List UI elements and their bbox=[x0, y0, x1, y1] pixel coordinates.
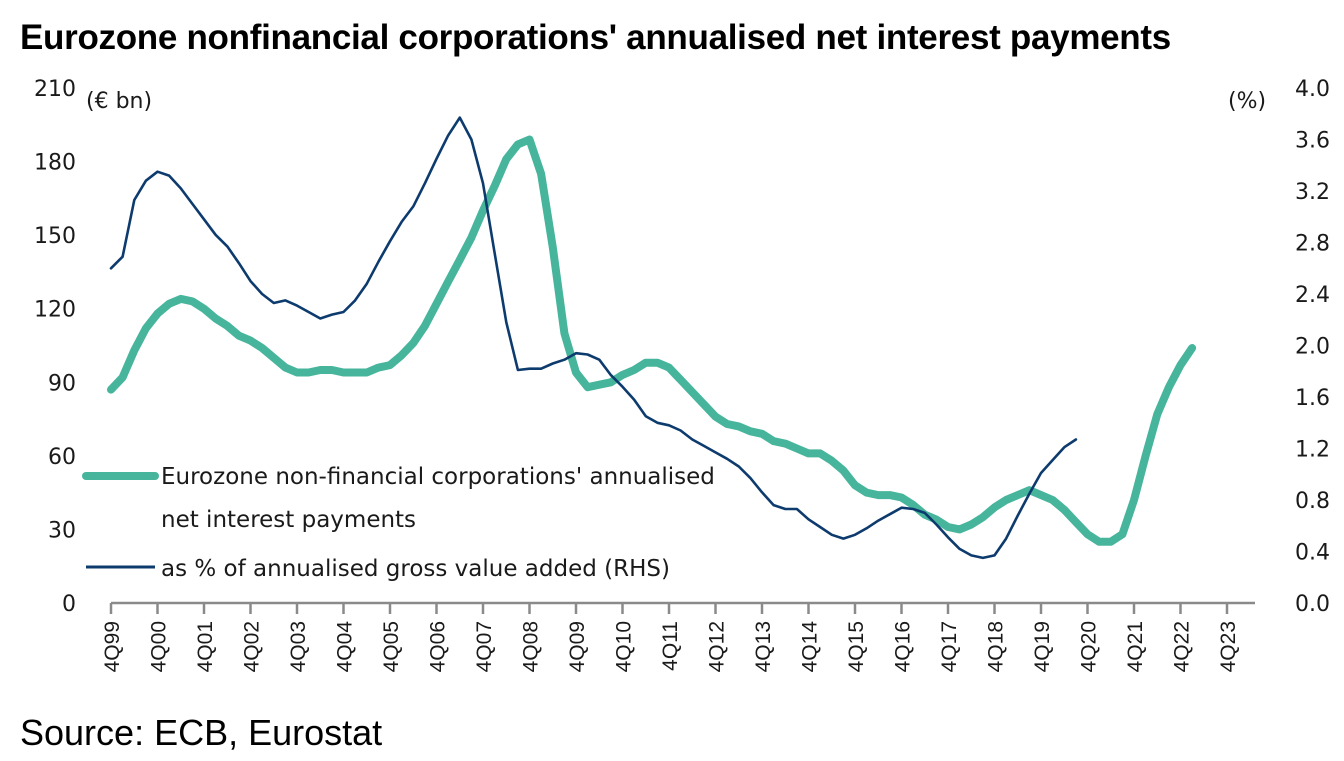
x-tick-label: 4Q11 bbox=[659, 621, 682, 671]
x-tick-label: 4Q06 bbox=[427, 621, 450, 672]
right-tick-label: 3.6 bbox=[1295, 129, 1330, 154]
right-tick-label: 2.0 bbox=[1295, 335, 1330, 360]
right-tick-label: 0.8 bbox=[1295, 489, 1330, 514]
legend-label-net-interest-line2: net interest payments bbox=[161, 507, 416, 533]
right-axis-unit-label: (%) bbox=[1228, 89, 1266, 114]
right-tick-label: 0.0 bbox=[1295, 592, 1330, 617]
x-tick-label: 4Q04 bbox=[334, 621, 357, 673]
series-layer bbox=[107, 116, 1197, 560]
x-tick-label: 4Q05 bbox=[380, 621, 403, 672]
x-tick-label: 4Q18 bbox=[985, 621, 1008, 672]
x-tick-label: 4Q15 bbox=[845, 621, 868, 672]
legend: Eurozone non-financial corporations' ann… bbox=[82, 464, 715, 582]
right-tick-label: 2.4 bbox=[1295, 283, 1330, 308]
x-tick-label: 4Q19 bbox=[1031, 621, 1054, 672]
x-tick-label: 4Q20 bbox=[1078, 621, 1101, 672]
x-tick-label: 4Q99 bbox=[101, 621, 124, 672]
x-tick-label: 4Q10 bbox=[613, 621, 636, 672]
right-tick-label: 1.6 bbox=[1295, 386, 1330, 411]
x-tick-label: 4Q02 bbox=[241, 621, 264, 672]
x-tick-label: 4Q21 bbox=[1124, 621, 1147, 672]
right-y-axis: 0.0 0.4 0.8 1.2 1.6 2.0 2.4 2.8 3.2 3.6 4.0 bbox=[1295, 77, 1330, 617]
x-axis: 4Q99 4Q00 4Q01 4Q02 4Q03 4Q04 4Q05 4Q06 4Q07 4Q08… bbox=[101, 601, 1255, 673]
legend-label-net-interest-line1: Eurozone non-financial corporations' ann… bbox=[161, 464, 715, 490]
left-tick-label: 180 bbox=[34, 151, 76, 176]
right-tick-label: 4.0 bbox=[1295, 77, 1330, 102]
x-tick-label: 4Q17 bbox=[938, 621, 961, 672]
chart-title: Eurozone nonfinancial corporations' annu… bbox=[20, 18, 1171, 57]
x-tick-label: 4Q16 bbox=[892, 621, 915, 672]
left-tick-label: 30 bbox=[48, 518, 76, 543]
left-tick-label: 210 bbox=[34, 77, 76, 102]
x-tick-label: 4Q01 bbox=[194, 621, 217, 672]
x-tick-label: 4Q08 bbox=[520, 621, 543, 672]
x-tick-label: 4Q22 bbox=[1171, 621, 1194, 672]
x-tick-label: 4Q12 bbox=[706, 621, 729, 672]
series-pct-gva-line bbox=[109, 116, 1078, 560]
x-tick-label: 4Q09 bbox=[566, 621, 589, 672]
right-tick-label: 1.2 bbox=[1295, 438, 1330, 463]
x-tick-label: 4Q03 bbox=[287, 621, 310, 672]
x-tick-label: 4Q07 bbox=[473, 621, 496, 672]
left-tick-label: 150 bbox=[34, 224, 76, 249]
x-tick-label: 4Q13 bbox=[752, 621, 775, 672]
x-tick-label: 4Q00 bbox=[148, 621, 171, 672]
right-tick-label: 0.4 bbox=[1295, 541, 1330, 566]
left-tick-label: 120 bbox=[34, 298, 76, 323]
left-tick-label: 60 bbox=[48, 445, 76, 470]
left-axis-unit-label: (€ bn) bbox=[86, 89, 152, 114]
series-net-interest-line bbox=[107, 135, 1197, 546]
x-tick-label: 4Q23 bbox=[1217, 621, 1240, 672]
source-note: Source: ECB, Eurostat bbox=[20, 712, 383, 753]
left-y-axis: 0 30 60 90 120 150 180 210 bbox=[34, 77, 76, 617]
legend-label-pct-gva: as % of annualised gross value added (RH… bbox=[161, 556, 670, 582]
right-tick-label: 2.8 bbox=[1295, 232, 1330, 257]
x-tick-label: 4Q14 bbox=[799, 621, 822, 673]
left-tick-label: 90 bbox=[48, 371, 76, 396]
right-tick-label: 3.2 bbox=[1295, 180, 1330, 205]
left-tick-label: 0 bbox=[62, 592, 76, 617]
